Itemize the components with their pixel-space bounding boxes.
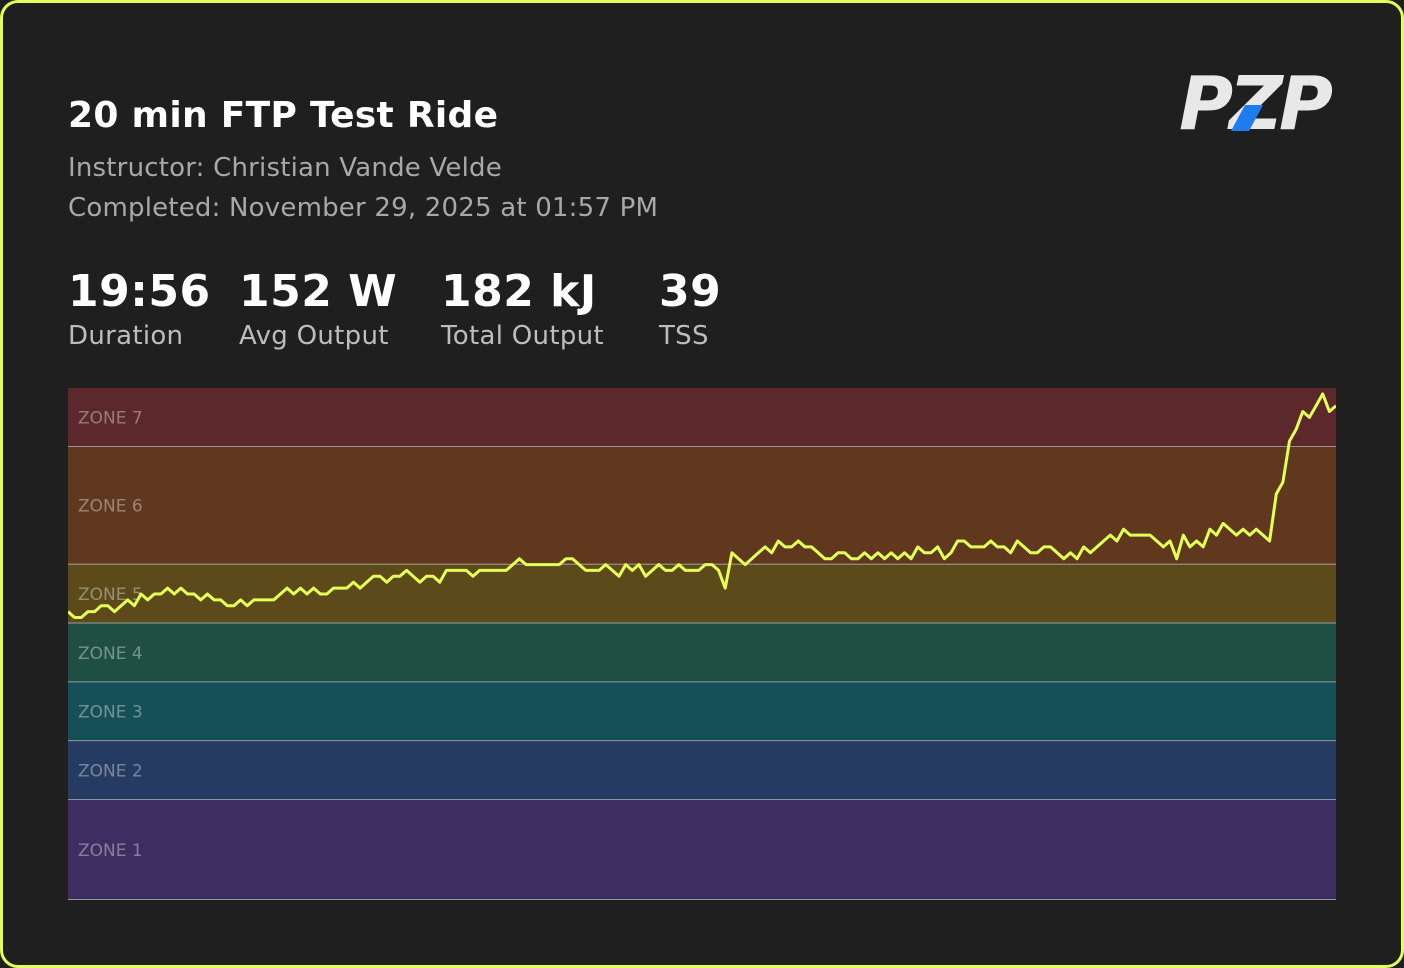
zone-band-1 (68, 799, 1336, 900)
zone-label-5: ZONE 5 (78, 585, 143, 605)
zone-label-3: ZONE 3 (78, 703, 143, 723)
zone-band-4 (68, 623, 1336, 683)
pzp-logo: PZP (1179, 65, 1337, 137)
stat-duration: 19:56 Duration (68, 265, 211, 351)
stat-tss: 39 TSS (659, 265, 721, 351)
stat-duration-label: Duration (68, 321, 184, 351)
zone-label-2: ZONE 2 (78, 762, 143, 782)
stat-avg-output-label: Avg Output (239, 321, 389, 351)
stat-avg-output: 152 W Avg Output (239, 265, 397, 351)
zone-label-6: ZONE 6 (78, 497, 143, 517)
stat-duration-value: 19:56 (68, 266, 211, 317)
zone-band-2 (68, 741, 1336, 800)
zone-band-3 (68, 682, 1336, 742)
power-output-line (68, 392, 1336, 619)
zone-band-7 (68, 388, 1336, 447)
ride-title: 20 min FTP Test Ride (68, 95, 499, 136)
instructor-text: Instructor: Christian Vande Velde (68, 153, 502, 183)
zone-label-7: ZONE 7 (78, 408, 143, 428)
pzp-logo-accent (1231, 105, 1263, 131)
zone-label-1: ZONE 1 (78, 841, 143, 861)
stat-total-output: 182 kJ Total Output (441, 265, 604, 351)
zone-band-6 (68, 446, 1336, 565)
power-zone-chart: ZONE 7 ZONE 6 ZONE 5 ZONE 4 ZONE 3 ZONE 2 ZONE… (68, 388, 1336, 900)
stat-total-output-value: 182 kJ (441, 266, 597, 317)
zone-band-5 (68, 564, 1336, 624)
stat-tss-label: TSS (659, 321, 709, 351)
stat-avg-output-value: 152 W (239, 266, 398, 317)
completed-text: Completed: November 29, 2025 at 01:57 PM (68, 193, 659, 223)
pzp-logo-text: PZP (1179, 65, 1333, 137)
zone-label-4: ZONE 4 (78, 644, 143, 664)
stat-total-output-label: Total Output (441, 321, 604, 351)
stat-tss-value: 39 (659, 266, 722, 317)
